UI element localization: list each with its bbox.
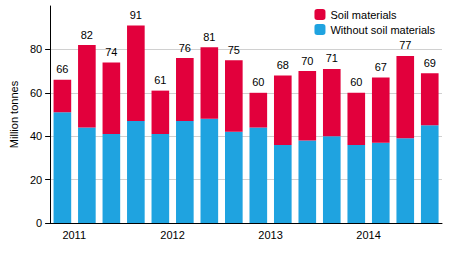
svg-text:2014: 2014: [356, 229, 380, 241]
svg-text:61: 61: [154, 74, 166, 86]
svg-text:Million tonnes: Million tonnes: [8, 80, 20, 148]
svg-text:60: 60: [252, 76, 264, 88]
svg-text:Without soil materials: Without soil materials: [330, 24, 435, 36]
svg-text:0: 0: [36, 217, 42, 229]
svg-text:2011: 2011: [62, 229, 86, 241]
svg-text:82: 82: [81, 29, 93, 41]
svg-text:81: 81: [203, 31, 215, 43]
svg-text:80: 80: [30, 43, 42, 55]
svg-text:60: 60: [350, 76, 362, 88]
svg-text:60: 60: [30, 87, 42, 99]
svg-text:2013: 2013: [258, 229, 282, 241]
svg-text:75: 75: [228, 44, 240, 56]
svg-text:69: 69: [424, 57, 436, 69]
svg-text:20: 20: [30, 174, 42, 186]
svg-text:77: 77: [399, 39, 411, 51]
svg-text:2012: 2012: [160, 229, 184, 241]
svg-text:66: 66: [56, 63, 68, 75]
svg-text:71: 71: [326, 52, 338, 64]
svg-text:40: 40: [30, 130, 42, 142]
svg-text:74: 74: [105, 46, 117, 58]
svg-text:Soil materials: Soil materials: [330, 9, 397, 21]
svg-text:67: 67: [375, 61, 387, 73]
svg-text:68: 68: [277, 59, 289, 71]
svg-text:70: 70: [301, 55, 313, 67]
svg-text:76: 76: [179, 42, 191, 54]
svg-text:91: 91: [130, 9, 142, 21]
